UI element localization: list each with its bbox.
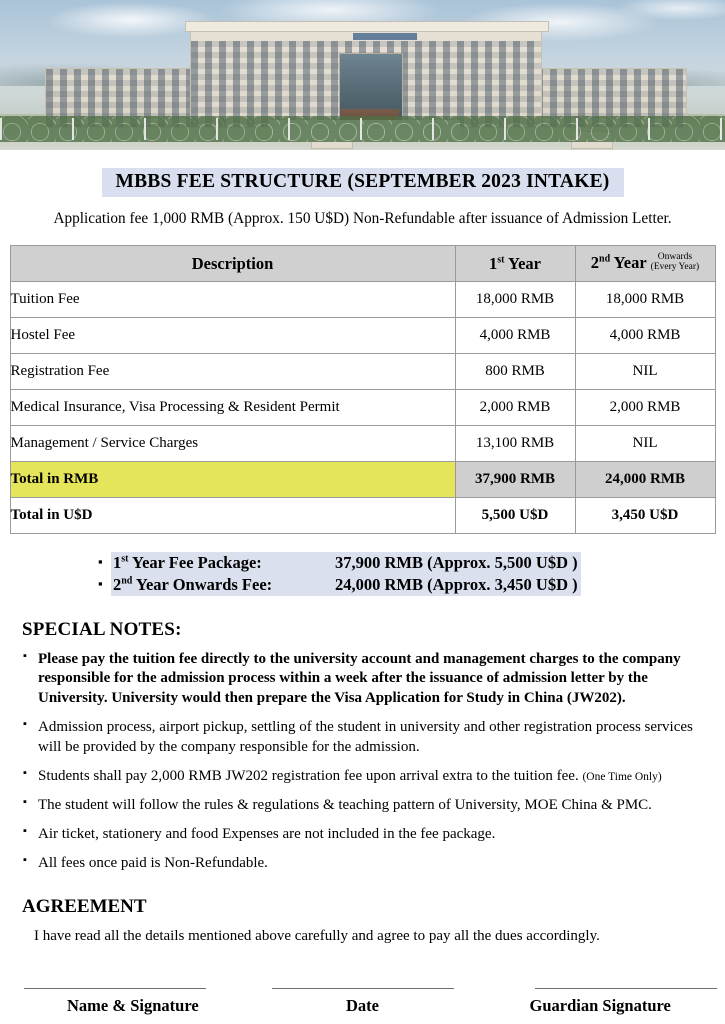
lamp-posts: [0, 118, 725, 140]
year2-ordinal-suffix: nd: [599, 253, 611, 265]
row-year2-value: NIL: [574, 353, 716, 390]
bullet-icon: ▪: [98, 575, 103, 591]
note-item: Please pay the tuition fee directly to t…: [22, 649, 713, 710]
fee-structure-table: Description 1st Year 2nd Year Onwards (Eve…: [9, 245, 716, 534]
row-year1-value: 18,000 RMB: [454, 281, 576, 318]
total-rmb-label: Total in RMB: [9, 461, 456, 498]
table-row: Hostel Fee 4,000 RMB 4,000 RMB: [9, 317, 716, 354]
row-year1-value: 2,000 RMB: [454, 389, 576, 426]
note-item: The student will follow the rules & regu…: [22, 795, 713, 816]
row-description: Registration Fee: [9, 353, 456, 390]
year2-number: 2: [590, 252, 600, 272]
row-year2-value: 4,000 RMB: [574, 317, 716, 354]
signature-block-date: Date: [242, 988, 484, 1016]
row-year2-value: 2,000 RMB: [574, 389, 716, 426]
special-notes-heading: SPECIAL NOTES:: [22, 618, 182, 640]
total-usd-year1: 5,500 U$D: [454, 497, 576, 534]
total-usd-label: Total in U$D: [9, 497, 456, 534]
year2-onwards-note: Onwards (Every Year): [650, 252, 700, 273]
agreement-text: I have read all the details mentioned ab…: [34, 927, 600, 944]
bullet-icon: ▪: [98, 554, 103, 569]
package-year1-label: 1st Year Fee Package:: [111, 552, 335, 574]
row-year1-value: 13,100 RMB: [454, 425, 576, 462]
onwards-line2: (Every Year): [650, 262, 700, 273]
signature-block-guardian: Guardian Signature: [483, 988, 725, 1016]
note-item: Air ticket, stationery and food Expenses…: [22, 824, 713, 845]
building-signage-band: [353, 33, 417, 40]
package-year2-ordinal: nd: [121, 575, 133, 587]
total-usd-year2: 3,450 U$D: [574, 497, 716, 534]
fee-package-summary: ▪ 1st Year Fee Package: 37,900 RMB (Appr…: [0, 552, 725, 596]
signature-label: Name & Signature: [66, 996, 199, 1015]
table-row: Tuition Fee 18,000 RMB 18,000 RMB: [9, 281, 716, 318]
table-row-total-usd: Total in U$D 5,500 U$D 3,450 U$D: [9, 497, 716, 534]
signature-section: Name & Signature Date Guardian Signature: [0, 988, 725, 1016]
application-fee-note: Application fee 1,000 RMB (Approx. 150 U…: [53, 210, 672, 227]
package-year1-ordinal: st: [121, 553, 129, 565]
table-header-row: Description 1st Year 2nd Year Onwards (Eve…: [9, 245, 716, 282]
total-rmb-year1: 37,900 RMB: [454, 461, 576, 498]
package-year2-label: 2nd Year Onwards Fee:: [111, 574, 335, 596]
column-header-year1: 1st Year: [454, 245, 576, 282]
year1-number: 1: [489, 253, 498, 273]
page-title-container: MBBS FEE STRUCTURE (SEPTEMBER 2023 INTAK…: [0, 168, 725, 197]
total-rmb-year2: 24,000 RMB: [574, 461, 716, 498]
signature-label: Guardian Signature: [529, 996, 671, 1015]
column-header-year2: 2nd Year Onwards (Every Year): [574, 245, 716, 282]
note-item: Admission process, airport pickup, settl…: [22, 717, 713, 758]
header-banner-image: [0, 0, 725, 150]
table-row: Medical Insurance, Visa Processing & Res…: [9, 389, 716, 426]
table-row-total-rmb: Total in RMB 37,900 RMB 24,000 RMB: [9, 461, 716, 498]
package-row-year1-highlight: 1st Year Fee Package: 37,900 RMB (Approx…: [111, 552, 581, 574]
row-description: Management / Service Charges: [9, 425, 456, 462]
onwards-line1: Onwards: [657, 252, 693, 263]
row-year1-value: 4,000 RMB: [454, 317, 576, 354]
row-year1-value: 800 RMB: [454, 353, 576, 390]
row-description: Tuition Fee: [9, 281, 456, 318]
year1-ordinal-suffix: st: [497, 254, 505, 265]
package-year2-label-rest: Year Onwards Fee:: [132, 574, 273, 594]
package-year1-number: 1: [113, 553, 122, 572]
signature-line[interactable]: [535, 988, 718, 989]
package-year2-number: 2: [113, 574, 122, 594]
year2-inner: 2nd Year Onwards (Every Year): [590, 252, 700, 274]
note-item: All fees once paid is Non-Refundable.: [22, 853, 713, 874]
building-main-tower: [185, 21, 613, 149]
column-header-description: Description: [9, 245, 456, 282]
package-year1-value: 37,900 RMB (Approx. 5,500 U$D ): [335, 553, 578, 572]
signature-line[interactable]: [271, 988, 454, 989]
note-item-text: Students shall pay 2,000 RMB JW202 regis…: [38, 768, 579, 785]
table-row: Management / Service Charges 13,100 RMB …: [9, 425, 716, 462]
package-year2-value: 24,000 RMB (Approx. 3,450 U$D ): [335, 574, 578, 594]
page-title: MBBS FEE STRUCTURE (SEPTEMBER 2023 INTAK…: [101, 168, 624, 197]
row-description: Hostel Fee: [9, 317, 456, 354]
note-item: Students shall pay 2,000 RMB JW202 regis…: [22, 766, 713, 787]
year2-word: Year: [613, 252, 647, 272]
building-roof-cap: [185, 21, 549, 32]
agreement-heading: AGREEMENT: [22, 895, 147, 917]
package-year1-label-rest: Year Fee Package:: [128, 553, 262, 572]
row-description: Medical Insurance, Visa Processing & Res…: [9, 389, 456, 426]
signature-line[interactable]: [24, 988, 206, 989]
signature-label: Date: [346, 996, 379, 1015]
row-year2-value: NIL: [574, 425, 716, 462]
year1-word: Year: [508, 253, 541, 273]
package-row-year2-highlight: 2nd Year Onwards Fee: 24,000 RMB (Approx…: [111, 573, 581, 596]
row-year2-value: 18,000 RMB: [574, 281, 716, 318]
package-row-year1: ▪ 1st Year Fee Package: 37,900 RMB (Appr…: [98, 552, 725, 574]
special-notes-list: Please pay the tuition fee directly to t…: [22, 649, 713, 874]
note-one-time-only: (One Time Only): [582, 771, 662, 784]
package-row-year2: ▪ 2nd Year Onwards Fee: 24,000 RMB (Appr…: [98, 573, 725, 596]
table-row: Registration Fee 800 RMB NIL: [9, 353, 716, 390]
signature-block-name: Name & Signature: [0, 988, 242, 1016]
